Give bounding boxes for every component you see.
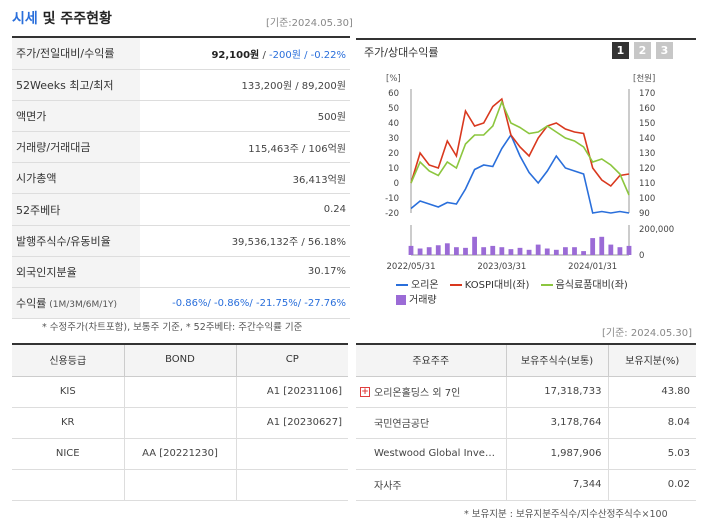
volume-bar xyxy=(408,245,414,255)
volume-tick-label: 200,000 xyxy=(639,225,674,235)
table-row: 발행주식수/유동비율 39,536,132주 / 56.18% xyxy=(12,225,350,257)
x-tick-label: 2022/05/31 xyxy=(387,262,436,272)
table-row: 시가총액 36,413억원 xyxy=(12,162,350,195)
x-tick-label: 2023/03/31 xyxy=(477,262,526,272)
volume-bar xyxy=(508,249,514,255)
chart-period-buttons: 1 2 3 xyxy=(612,42,673,59)
volume-bar xyxy=(454,247,459,255)
volume-bar xyxy=(499,247,505,255)
ownership-base-date: [기준: 2024.05.30] xyxy=(602,328,693,339)
volume-bar xyxy=(553,249,559,255)
volume-bar xyxy=(608,244,614,255)
right-tick-label: 130 xyxy=(639,149,655,159)
table-row: 주가/전일대비/수익률 92,100원 / -200원 / -0.22% xyxy=(12,38,350,70)
left-tick-label: -10 xyxy=(385,194,399,204)
series-line-orion xyxy=(410,133,630,214)
legend-kospi: KOSPI대비(좌) xyxy=(449,278,529,293)
right-tick-label: 170 xyxy=(639,89,655,99)
left-tick-label: 20 xyxy=(388,149,399,159)
divider xyxy=(12,36,350,38)
table-row: 국민연금공단 3,178,764 8.04 xyxy=(356,407,696,439)
table-row: 52Weeks 최고/최저 133,200원 / 89,200원 xyxy=(12,69,350,101)
volume-bar xyxy=(463,247,468,255)
right-tick-label: 160 xyxy=(639,104,655,114)
volume-bar xyxy=(444,243,450,255)
volume-bar xyxy=(599,236,605,255)
table-row: 거래량/거래대금 115,463주 / 106억원 xyxy=(12,131,350,164)
base-date: [기준:2024.05.30] xyxy=(266,18,353,29)
table-row xyxy=(12,469,348,501)
table-row: 자사주 7,344 0.02 xyxy=(356,469,696,501)
right-tick-label: 140 xyxy=(639,134,655,144)
shareholder-table: 주요주주 보유주식수(보통) 보유지분(%) + 오리온홀딩스 외 7인 17,3… xyxy=(356,344,696,501)
right-tick-label: 100 xyxy=(639,194,655,204)
right-tick-label: 150 xyxy=(639,119,655,129)
right-tick-label: 110 xyxy=(639,179,655,189)
right-unit: [천원] xyxy=(633,73,655,84)
left-tick-label: 50 xyxy=(388,104,399,114)
chart-button-3[interactable]: 3 xyxy=(656,42,673,59)
volume-bar xyxy=(581,251,586,255)
chart-panel xyxy=(356,38,696,314)
plus-icon[interactable]: + xyxy=(360,386,370,397)
volume-bar xyxy=(481,247,487,255)
volume-bar xyxy=(563,247,568,255)
table-row: 52주베타 0.24 xyxy=(12,193,350,226)
divider xyxy=(356,343,696,345)
legend-orion: 오리온 xyxy=(396,278,439,293)
table-row: KR A1 [20230627] xyxy=(12,407,348,439)
table-row: 외국인지분율 30.17% xyxy=(12,256,350,289)
chart-legend: 오리온 KOSPI대비(좌) 음식료품대비(좌) 거래량 xyxy=(396,276,696,310)
left-tick-label: 40 xyxy=(388,119,399,129)
volume-bar xyxy=(626,245,632,255)
chart-title: 주가/상대수익률 xyxy=(364,46,439,59)
right-tick-label: 120 xyxy=(639,164,655,174)
table-header-row: 주요주주 보유주식수(보통) 보유지분(%) xyxy=(356,344,696,377)
left-tick-label: 60 xyxy=(388,89,399,99)
volume-bar xyxy=(472,236,477,255)
left-tick-label: -20 xyxy=(385,209,399,219)
volume-bar xyxy=(517,247,523,255)
section-title: 시세 및 주주현황 xyxy=(12,11,112,27)
volume-bar xyxy=(435,245,441,255)
volume-bar xyxy=(590,238,596,255)
table-row: Westwood Global Inve… 1,987,906 5.03 xyxy=(356,438,696,470)
legend-food: 음식료품대비(좌) xyxy=(540,278,628,293)
series-line-kospi xyxy=(410,97,630,188)
table-row: KIS A1 [20231106] xyxy=(12,376,348,408)
volume-bar xyxy=(572,247,577,255)
table-row: 수익률 (1M/3M/6M/1Y) -0.86%/ -0.86%/ -21.75%… xyxy=(12,287,350,320)
table-row: + 오리온홀딩스 외 7인 17,318,733 43.80 xyxy=(356,376,696,408)
chart-button-1[interactable]: 1 xyxy=(612,42,629,59)
volume-bar xyxy=(426,247,432,255)
left-tick-label: 10 xyxy=(388,164,399,174)
volume-bar xyxy=(544,248,550,255)
chart-button-2[interactable]: 2 xyxy=(634,42,651,59)
table-row: NICE AA [20221230] xyxy=(12,438,348,470)
left-unit: [%] xyxy=(386,74,401,84)
volume-bar xyxy=(526,249,532,255)
volume-tick-label: 0 xyxy=(639,251,644,261)
quote-note: * 수정주가(차트포함), 보통주 기준, * 52주베타: 주간수익률 기준 xyxy=(42,322,303,333)
volume-bar xyxy=(417,248,423,255)
volume-bar xyxy=(490,245,496,255)
legend-volume: 거래량 xyxy=(396,293,437,308)
quote-table: 주가/전일대비/수익률 92,100원 / -200원 / -0.22% 52We… xyxy=(12,38,350,320)
x-tick-label: 2024/01/31 xyxy=(568,262,617,272)
series-line-food xyxy=(410,99,630,196)
left-tick-label: 0 xyxy=(394,179,399,189)
table-header-row: 신용등급 BOND CP xyxy=(12,344,348,377)
volume-bar xyxy=(617,247,623,255)
ownership-note: * 보유지분 : 보유지분주식수/지수산정주식수×100 xyxy=(464,509,668,520)
volume-bar xyxy=(535,244,541,255)
divider xyxy=(12,343,348,345)
right-tick-label: 90 xyxy=(639,209,650,219)
table-row: 액면가 500원 xyxy=(12,100,350,133)
credit-rating-table: 신용등급 BOND CP KIS A1 [20231106] KR A1 [2023… xyxy=(12,344,348,501)
left-tick-label: 30 xyxy=(388,134,399,144)
